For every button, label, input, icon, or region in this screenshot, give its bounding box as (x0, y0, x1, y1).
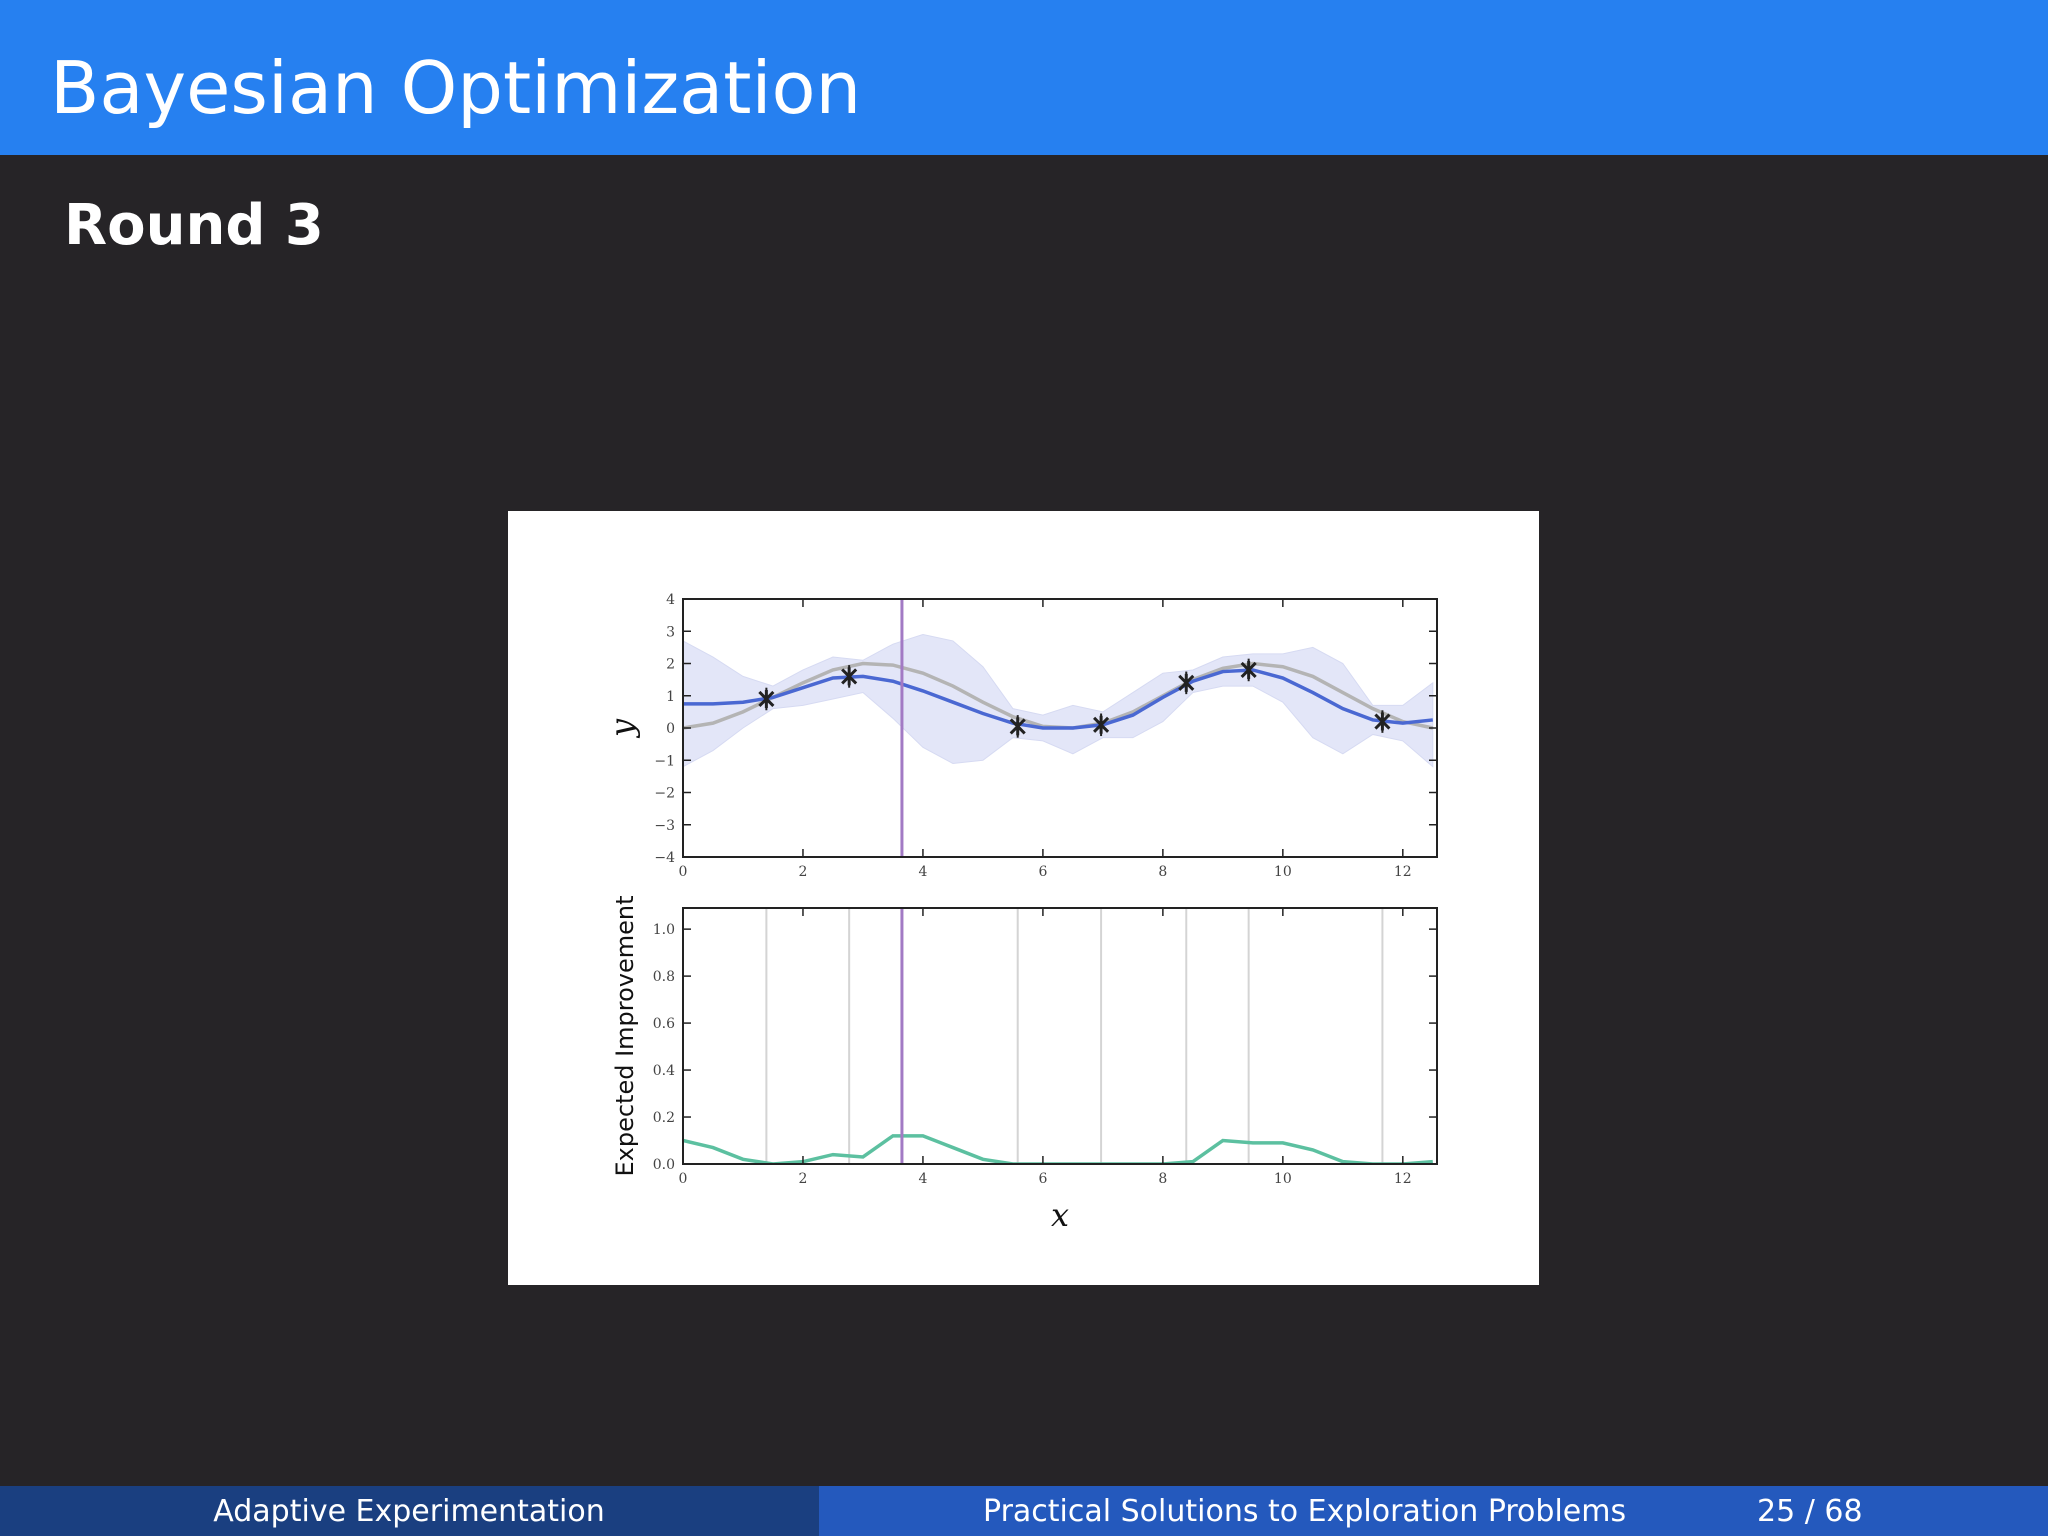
x-tick-label: 12 (1394, 1171, 1412, 1187)
x-tick-label: 6 (1038, 1171, 1047, 1187)
observation (841, 667, 858, 686)
y-axis-label: y (603, 718, 641, 739)
y-tick-label: −3 (654, 818, 675, 834)
footer-center: Practical Solutions to Exploration Probl… (983, 1494, 1626, 1529)
slide-subtitle: Round 3 (64, 193, 324, 258)
y-tick-label: 2 (666, 657, 675, 673)
y-tick-label: 0.6 (653, 1016, 675, 1032)
y-tick-label: 4 (666, 592, 675, 608)
x-tick-label: 2 (799, 1171, 808, 1187)
x-tick-label: 6 (1038, 864, 1047, 880)
x-axis-label: x (1051, 1196, 1069, 1234)
x-tick-label: 0 (679, 1171, 688, 1187)
footer-left: Adaptive Experimentation (213, 1494, 605, 1529)
footer-left-bar (0, 1486, 819, 1536)
observation (1009, 717, 1026, 736)
x-tick-label: 12 (1394, 864, 1412, 880)
title-bar (0, 0, 2048, 155)
x-tick-label: 0 (679, 864, 688, 880)
y-tick-label: 3 (666, 624, 675, 640)
x-tick-label: 4 (918, 1171, 927, 1187)
y-tick-label: 0.8 (653, 969, 675, 985)
x-tick-label: 10 (1274, 864, 1292, 880)
footer-page: 25 / 68 (1757, 1494, 1863, 1529)
observation (1240, 660, 1257, 679)
y-tick-label: 0 (666, 721, 675, 737)
y-tick-label: 0.4 (653, 1063, 675, 1079)
x-tick-label: 8 (1158, 864, 1167, 880)
y-tick-label: 0.2 (653, 1110, 675, 1126)
series-line (683, 668, 1433, 730)
y-tick-label: −2 (654, 786, 675, 802)
observation (1374, 712, 1391, 731)
series-line (683, 1134, 1433, 1164)
observation (1178, 673, 1195, 692)
slide-title: Bayesian Optimization (50, 46, 861, 130)
x-tick-label: 2 (799, 864, 808, 880)
x-tick-label: 8 (1158, 1171, 1167, 1187)
x-tick-label: 10 (1274, 1171, 1292, 1187)
footer-right-bar (819, 1486, 2048, 1536)
observation (1093, 715, 1110, 734)
x-tick-label: 4 (918, 864, 927, 880)
y-tick-label: 1 (666, 689, 675, 705)
figure (508, 511, 1539, 1285)
axes-frame (682, 907, 1438, 1165)
y-tick-label: 0.0 (653, 1157, 675, 1173)
y-tick-label: 1.0 (653, 922, 675, 938)
y-axis-label: Expected Improvement (611, 895, 639, 1176)
observation (758, 689, 775, 708)
y-tick-label: −4 (654, 850, 675, 866)
y-tick-label: −1 (654, 753, 675, 769)
